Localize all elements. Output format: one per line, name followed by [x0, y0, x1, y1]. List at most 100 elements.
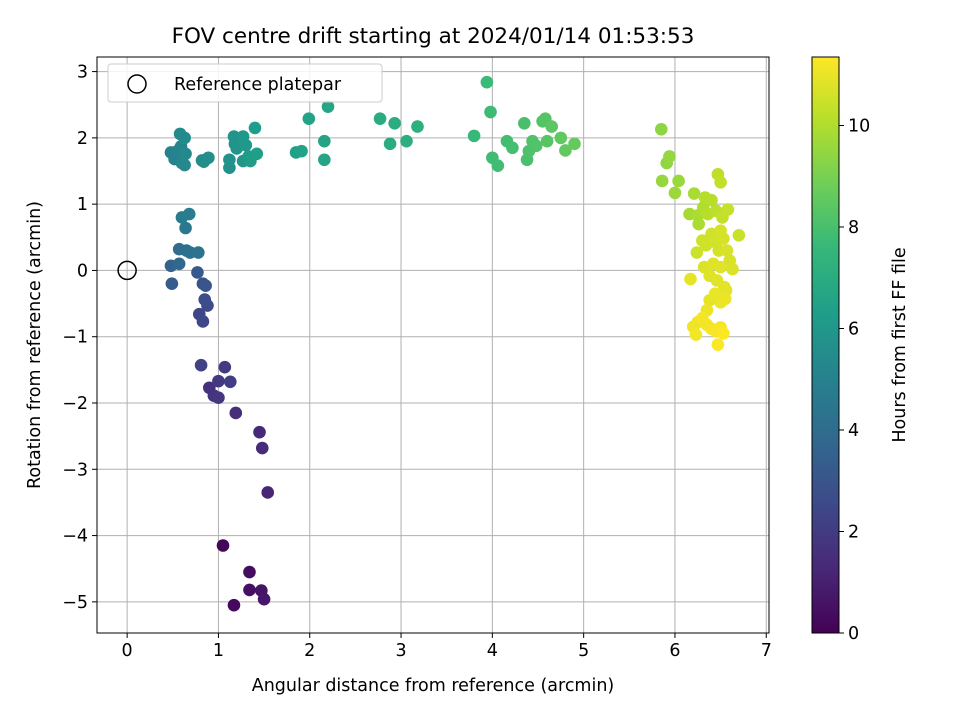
data-point [540, 134, 554, 148]
data-point [717, 327, 730, 340]
colorbar-tick-label: 2 [848, 523, 859, 543]
data-point [718, 292, 732, 306]
data-point [726, 262, 739, 276]
data-point [318, 134, 331, 148]
ticks-layer: 0 1 2 3 4 5 6 7 −5 −4 −3 −2 −1 0 1 2 3 [62, 63, 772, 661]
data-point [224, 375, 237, 389]
data-point [192, 246, 205, 259]
data-point [202, 151, 215, 165]
x-tick-label: 0 [122, 641, 133, 661]
x-tick-label: 4 [487, 641, 498, 661]
reference-platepar-marker [117, 260, 137, 281]
data-point [720, 244, 734, 257]
data-point [178, 158, 191, 172]
data-point [383, 137, 397, 151]
x-tick-label: 3 [395, 641, 406, 661]
data-point [250, 147, 264, 161]
colorbar: 0 2 4 6 8 10 Hours from first FF file [811, 56, 910, 644]
data-point [559, 144, 572, 157]
data-point [714, 260, 727, 274]
data-point [218, 360, 232, 374]
data-point [554, 131, 568, 145]
data-point [714, 175, 727, 189]
data-point [261, 486, 275, 499]
data-point [705, 193, 718, 207]
data-point [717, 232, 730, 245]
y-tick-label: −4 [62, 527, 88, 547]
data-point [687, 187, 701, 200]
data-point [484, 105, 497, 119]
chart-title: FOV centre drift starting at 2024/01/14 … [172, 24, 695, 49]
data-point [689, 328, 703, 342]
data-point [194, 358, 208, 372]
data-point [684, 272, 697, 286]
x-tick-label: 2 [304, 641, 315, 661]
data-point [480, 75, 494, 89]
data-point [672, 174, 685, 188]
colorbar-tick-label: 4 [848, 421, 859, 441]
data-point [255, 441, 269, 455]
data-point [692, 217, 705, 231]
y-tick-label: −3 [62, 460, 88, 480]
data-point [179, 221, 192, 235]
colorbar-ticks: 0 2 4 6 8 10 [839, 117, 870, 644]
data-point [227, 598, 241, 612]
data-point [690, 246, 704, 259]
legend-hollow-circle-icon [127, 74, 147, 94]
data-point [229, 406, 243, 420]
data-point [373, 112, 387, 125]
plot-frame [96, 56, 770, 634]
y-axis-label: Rotation from reference (arcmin) [25, 201, 45, 489]
data-point [467, 129, 481, 143]
data-point [321, 100, 335, 114]
colorbar-tick-label: 8 [848, 218, 859, 238]
data-point [223, 153, 236, 167]
x-tick-label: 5 [578, 641, 589, 661]
data-point [655, 174, 669, 188]
data-point [699, 238, 713, 252]
y-tick-label: −5 [62, 593, 88, 613]
y-tick-label: 1 [77, 195, 88, 215]
data-point [179, 147, 192, 161]
y-tick-label: 2 [77, 129, 88, 149]
data-point [318, 153, 331, 167]
data-point [668, 186, 682, 200]
data-point [243, 583, 256, 597]
data-point [199, 279, 212, 292]
legend-entry-label: Reference platepar [174, 75, 342, 95]
colorbar-tick-label: 6 [848, 320, 859, 340]
data-point [196, 315, 210, 328]
data-point [663, 150, 676, 163]
y-tick-label: −1 [62, 328, 88, 348]
data-point [212, 391, 225, 404]
legend: Reference platepar [107, 63, 383, 103]
data-point [198, 293, 212, 306]
data-point [248, 121, 262, 135]
data-point [545, 120, 558, 133]
data-point [411, 120, 424, 133]
data-point [178, 131, 191, 145]
data-point [172, 257, 186, 271]
x-tick-label: 1 [213, 641, 224, 661]
x-tick-label: 6 [669, 641, 680, 661]
data-point [491, 159, 505, 173]
colorbar-tick-label: 0 [848, 624, 859, 644]
data-point [529, 139, 543, 153]
data-point [295, 144, 308, 158]
points-layer [164, 75, 746, 612]
data-point [182, 207, 196, 221]
y-tick-label: 3 [77, 63, 88, 83]
y-tick-label: −2 [62, 394, 88, 414]
grid-layer [97, 57, 769, 633]
legend-box [107, 63, 383, 103]
data-point [212, 374, 225, 388]
x-axis-label: Angular distance from reference (arcmin) [252, 676, 615, 696]
y-tick-label: 0 [77, 261, 88, 281]
data-point [253, 425, 266, 439]
colorbar-frame [811, 56, 840, 634]
data-point [216, 539, 230, 552]
data-point [388, 116, 401, 130]
colorbar-label: Hours from first FF file [890, 247, 910, 442]
